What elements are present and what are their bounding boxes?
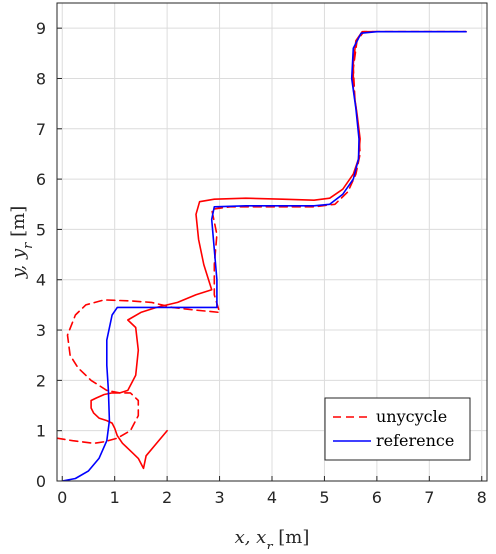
series-layer bbox=[57, 30, 467, 481]
y-tick-label: 8 bbox=[36, 69, 46, 88]
y-tick-label: 7 bbox=[36, 120, 46, 139]
y-axis-label: y, yr [m] bbox=[8, 206, 36, 279]
x-tick-label: 0 bbox=[57, 488, 67, 507]
x-tick-label: 3 bbox=[214, 488, 224, 507]
y-tick-label: 3 bbox=[36, 321, 46, 340]
x-tick-label: 4 bbox=[267, 488, 277, 507]
y-tick-label: 9 bbox=[36, 19, 46, 38]
ticks: 0 1 2 3 4 5 6 7 8 0 1 2 3 4 5 6 7 8 9 bbox=[36, 19, 487, 507]
x-tick-label: 5 bbox=[319, 488, 329, 507]
grid bbox=[57, 3, 487, 482]
y-tick-label: 4 bbox=[36, 271, 46, 290]
y-tick-label: 5 bbox=[36, 220, 46, 239]
legend-label-0: unycycle bbox=[376, 407, 447, 426]
x-tick-label: 2 bbox=[162, 488, 172, 507]
x-axis-label: x, xr [m] bbox=[235, 527, 310, 549]
y-tick-label: 0 bbox=[36, 472, 46, 491]
x-tick-label: 1 bbox=[110, 488, 120, 507]
x-tick-label: 8 bbox=[477, 488, 487, 507]
legend-box bbox=[324, 397, 471, 461]
x-tick-label: 6 bbox=[372, 488, 382, 507]
legend-label-1: reference bbox=[376, 431, 454, 450]
series-line-2 bbox=[61, 30, 467, 481]
legend: unycycle reference bbox=[324, 397, 471, 461]
y-tick-label: 6 bbox=[36, 170, 46, 189]
x-tick-label: 7 bbox=[424, 488, 434, 507]
y-tick-label: 1 bbox=[36, 422, 46, 441]
y-tick-label: 2 bbox=[36, 371, 46, 390]
